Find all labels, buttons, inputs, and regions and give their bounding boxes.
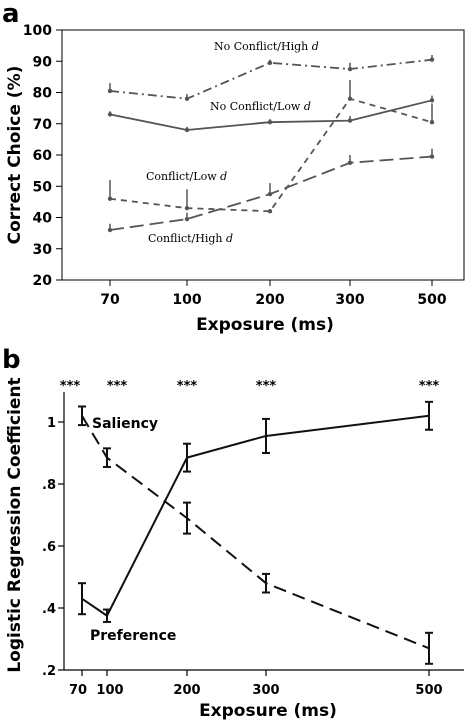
significance-marker: *** <box>419 379 440 394</box>
series-line <box>81 415 430 650</box>
data-point <box>429 57 435 62</box>
x-tick-label: 300 <box>335 292 364 308</box>
x-tick-label: 100 <box>172 292 201 308</box>
y-tick-label: 100 <box>23 23 52 39</box>
panel-b-y-axis-title: Logistic Regression Coefficient <box>5 377 25 672</box>
significance-marker: *** <box>256 379 277 394</box>
data-point <box>347 118 353 123</box>
x-tick-label: 200 <box>173 683 200 698</box>
y-tick-label: 40 <box>33 211 53 227</box>
data-point <box>107 196 113 201</box>
data-point <box>267 209 273 214</box>
y-tick-label: 30 <box>33 242 53 258</box>
series-label: No Conflict/High d <box>214 40 319 53</box>
data-point <box>347 96 353 101</box>
panel-a-chart: 20 30 40 50 60 70 80 90 100 70 100 200 300 500 No Conf… <box>23 23 465 308</box>
series-label: No Conflict/Low d <box>210 100 311 113</box>
series-label: Conflict/High d <box>148 232 233 245</box>
data-point <box>429 154 435 159</box>
panel-b-x-axis-title: Exposure (ms) <box>199 701 337 721</box>
series-line <box>81 414 430 618</box>
x-tick-label: 70 <box>69 683 87 698</box>
significance-marker: *** <box>177 379 198 394</box>
data-point <box>429 119 435 125</box>
panel-b-chart: .2 .4 .6 .8 1 70 *** 100 *** 200 *** 300 *** 500 *** Sa… <box>42 379 464 698</box>
data-point <box>267 60 273 66</box>
y-tick-label: .4 <box>42 602 56 617</box>
x-tick-label: 500 <box>415 683 442 698</box>
y-tick-label: .8 <box>42 478 56 493</box>
data-point <box>184 96 190 101</box>
data-point <box>267 119 273 125</box>
y-tick-label: 20 <box>33 273 53 289</box>
data-point <box>107 112 113 117</box>
data-point <box>267 191 273 197</box>
y-tick-label: .2 <box>42 664 56 679</box>
series-line <box>109 58 433 100</box>
series-label: Saliency <box>92 416 158 432</box>
data-point <box>429 98 435 103</box>
y-tick-label: 90 <box>33 54 53 70</box>
x-tick-label: 500 <box>417 292 446 308</box>
data-point <box>107 88 113 94</box>
y-tick-label: 60 <box>33 148 53 164</box>
data-point <box>184 205 190 211</box>
panel-a-y-axis-title: Correct Choice (%) <box>5 66 25 245</box>
y-tick-label: 70 <box>33 117 53 133</box>
y-tick-label: 50 <box>33 179 53 195</box>
data-point <box>107 227 113 233</box>
x-tick-label: 300 <box>252 683 279 698</box>
x-tick-label: 100 <box>96 683 123 698</box>
series-label: Conflict/Low d <box>146 170 227 183</box>
significance-marker: *** <box>60 379 81 394</box>
panel-a-x-axis-title: Exposure (ms) <box>196 315 334 335</box>
data-point <box>347 160 353 166</box>
panel-b-letter: b <box>2 345 21 375</box>
y-tick-label: 80 <box>33 86 53 102</box>
significance-marker: *** <box>107 379 128 394</box>
panel-a-letter: a <box>2 0 20 29</box>
x-tick-label: 70 <box>100 292 120 308</box>
panel-a-frame <box>61 29 465 281</box>
y-tick-label: .6 <box>42 540 56 555</box>
y-tick-label: 1 <box>47 416 56 431</box>
data-point <box>347 66 353 72</box>
data-point <box>184 216 190 222</box>
data-point <box>184 127 190 133</box>
x-tick-label: 200 <box>255 292 284 308</box>
series-label: Preference <box>90 628 176 644</box>
